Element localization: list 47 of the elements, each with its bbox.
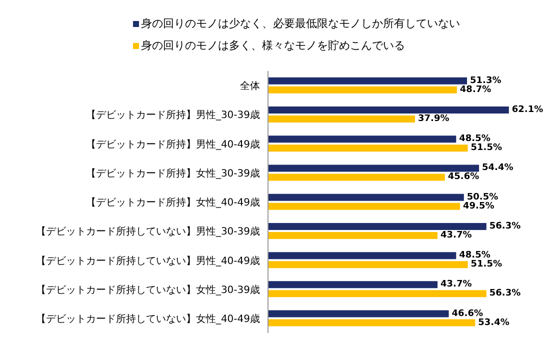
y-tick-label: 【デビットカード所持していない】男性_30-39歳 — [36, 226, 260, 238]
bar — [268, 164, 480, 172]
y-tick-label: 【デビットカード所持】女性_30-39歳 — [86, 167, 260, 180]
legend-label: 身の回りのモノは多く、様々なモノを貯めこんでいる — [141, 38, 405, 54]
bar — [268, 144, 468, 152]
data-label: 51.5% — [470, 260, 502, 270]
y-tick-label: 【デビットカード所持していない】男性_40-49歳 — [36, 254, 260, 267]
bar — [268, 290, 486, 298]
bar — [268, 252, 456, 260]
legend-label: 身の回りのモノは少なく、必要最低限なモノしか所有していない — [141, 16, 460, 32]
y-tick-label: 全体 — [240, 80, 260, 92]
y-tick-label: 【デビットカード所持】女性_40-49歳 — [86, 196, 260, 209]
bar — [268, 310, 449, 318]
bar — [268, 136, 456, 143]
y-tick-label: 【デビットカード所持】男性_40-49歳 — [86, 138, 260, 150]
bar — [268, 222, 486, 230]
bar — [268, 232, 438, 239]
data-label: 56.3% — [489, 288, 521, 299]
bar — [268, 261, 468, 268]
data-label: 43.7% — [440, 230, 472, 240]
data-label: 54.4% — [482, 163, 514, 174]
data-label: 43.7% — [440, 280, 472, 290]
bar — [268, 281, 438, 288]
data-label: 56.3% — [489, 221, 521, 232]
bar — [268, 319, 476, 326]
data-label: 62.1% — [512, 105, 544, 116]
data-label: 48.7% — [460, 84, 492, 95]
data-label: 50.5% — [466, 192, 498, 202]
bar — [268, 106, 509, 114]
data-label: 49.5% — [463, 201, 494, 212]
data-label: 48.5% — [459, 250, 490, 261]
y-tick-label: 【デビットカード所持】男性_30-39歳 — [86, 109, 260, 122]
data-label: 51.3% — [470, 76, 502, 86]
bar — [268, 116, 416, 123]
bar — [268, 86, 457, 94]
data-label: 37.9% — [418, 114, 450, 124]
bar — [268, 202, 460, 210]
bar — [268, 194, 464, 201]
bar — [268, 174, 445, 181]
bar — [268, 77, 468, 84]
data-label: 45.6% — [448, 172, 480, 182]
data-label: 48.5% — [459, 134, 490, 144]
data-label: 51.5% — [470, 143, 502, 154]
data-label: 46.6% — [452, 308, 484, 319]
y-tick-label: 【デビットカード所持していない】女性_40-49歳 — [36, 312, 260, 325]
data-label: 53.4% — [478, 318, 510, 328]
y-tick-label: 【デビットカード所持していない】女性_30-39歳 — [36, 284, 260, 296]
